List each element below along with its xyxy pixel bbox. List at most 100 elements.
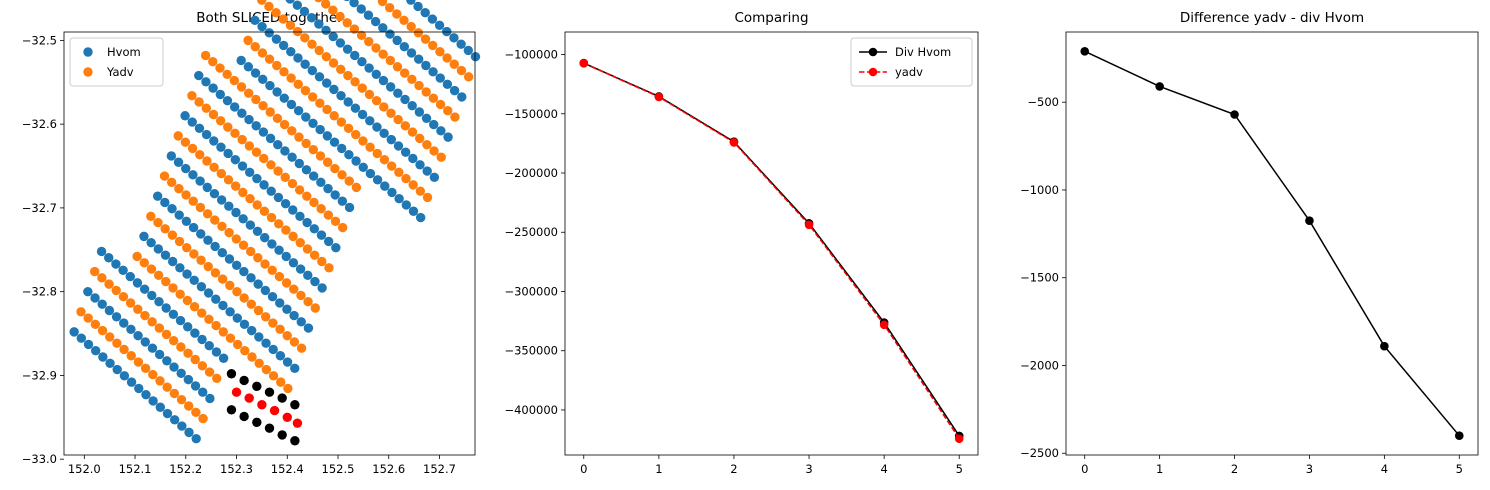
scatter-point-yadv <box>211 320 221 331</box>
scatter-point-yadv <box>300 85 311 96</box>
scatter-point-hvom <box>407 101 417 111</box>
scatter-point-hvom <box>365 168 376 179</box>
x-tick-label: 1 <box>1156 462 1163 476</box>
scatter-point-yadv <box>279 67 289 77</box>
x-tick-label: 1 <box>655 462 662 476</box>
scatter-point-yadv <box>415 186 426 196</box>
scatter-point-hvom <box>370 16 381 27</box>
scatter-point-yadv <box>139 258 149 268</box>
scatter-point-yadv <box>188 196 198 206</box>
scatter-point-yadv <box>208 57 218 67</box>
y-tick-label: −100000 <box>504 48 558 62</box>
scatter-point-hvom <box>162 408 173 419</box>
scatter-point-yadv <box>162 382 172 392</box>
scatter-point-hvom <box>290 363 300 374</box>
scatter-point-hvom <box>162 356 172 366</box>
scatter-point-yadv <box>281 225 291 235</box>
scatter-point-hvom <box>245 220 256 230</box>
scatter-point-yadv <box>393 114 403 125</box>
scatter-point-yadv <box>189 302 200 312</box>
scatter-point-yadv <box>463 72 474 82</box>
scatter-point-hvom <box>421 60 431 71</box>
scatter-point-hvom <box>148 396 158 406</box>
scatter-point-hvom <box>218 300 228 311</box>
scatter-point-hvom <box>406 0 416 5</box>
scatter-point-yadv <box>350 77 360 87</box>
scatter-point-yadv <box>407 127 418 137</box>
scatter-point-yadv <box>344 176 354 186</box>
scatter-point-hvom <box>216 195 227 205</box>
scatter-point-hvom <box>286 99 297 110</box>
legend-label: Yadv <box>106 65 134 79</box>
scatter-point-yadv <box>237 134 247 145</box>
scatter-point-hvom <box>105 358 115 368</box>
scatter-point-yadv <box>217 274 228 284</box>
scatter-point-yadv <box>302 191 312 201</box>
scatter-point-hvom <box>181 163 191 174</box>
scatter-point-yadv <box>320 0 331 9</box>
scatter-point-hvom <box>415 212 426 223</box>
scatter-point-hvom <box>342 44 353 54</box>
scatter-point-yadv <box>336 117 347 127</box>
scatter-point-hvom <box>90 346 101 356</box>
scatter-point-yadv <box>224 227 234 238</box>
scatter-point-yadv <box>315 151 326 161</box>
scatter-point-yadv <box>225 280 235 291</box>
x-tick-label: 152.2 <box>169 462 202 476</box>
scatter-point-hvom <box>363 10 374 20</box>
scatter-point-hvom <box>211 294 221 304</box>
scatter-point-hvom <box>260 285 271 296</box>
scatter-point-yadv <box>265 107 275 117</box>
scatter-point-yadv <box>183 348 193 358</box>
scatter-point-hvom <box>463 45 474 56</box>
scatter-point-hvom <box>160 197 170 208</box>
scatter-point-hvom <box>427 14 438 24</box>
scatter-point-hvom <box>238 214 248 224</box>
scatter-point-hvom <box>385 29 395 39</box>
scatter-point-yadv <box>97 273 107 283</box>
scatter-point-yadv <box>244 141 255 151</box>
x-tick-label: 2 <box>730 462 737 476</box>
scatter-point-hvom <box>306 13 317 23</box>
scatter-point-hvom <box>126 377 137 387</box>
scatter-point-yadv <box>420 34 431 44</box>
scatter-point-hvom <box>243 62 254 72</box>
scatter-point-hvom <box>258 127 269 137</box>
scatter-point-hvom <box>154 297 164 307</box>
scatter-point-hvom <box>272 87 282 97</box>
legend-box <box>69 37 164 87</box>
scatter-point-hvom <box>392 35 402 46</box>
scatter-point-hvom <box>111 259 121 269</box>
series-point-1 <box>804 220 814 230</box>
scatter-point-yadv <box>196 255 206 265</box>
scatter-point-yadv <box>384 3 395 13</box>
scatter-point-yadv <box>183 401 194 411</box>
scatter-point-hvom <box>188 170 198 180</box>
scatter-point-yadv <box>310 303 320 313</box>
scatter-point-yadv <box>275 324 285 335</box>
scatter-point-hvom <box>378 23 388 33</box>
scatter-point-hvom <box>273 139 283 150</box>
scatter-point-yadv <box>392 62 403 72</box>
scatter-point-hvom <box>285 0 295 4</box>
scatter-point-yadv <box>238 187 248 198</box>
scatter-point-hvom <box>119 371 130 381</box>
highlight-point <box>226 369 237 379</box>
scatter-point-hvom <box>457 92 467 102</box>
scatter-point-yadv <box>289 284 299 294</box>
scatter-point-hvom <box>329 137 340 147</box>
scatter-point-yadv <box>259 153 269 164</box>
series-point-0 <box>1380 341 1389 351</box>
scatter-point-yadv <box>133 357 144 367</box>
scatter-point-yadv <box>282 330 292 341</box>
scatter-point-hvom <box>268 344 278 355</box>
scatter-point-yadv <box>456 65 467 76</box>
scatter-point-hvom <box>322 131 333 141</box>
scatter-point-hvom <box>364 63 374 73</box>
scatter-point-hvom <box>264 28 274 38</box>
scatter-point-yadv <box>251 147 262 157</box>
x-tick-label: 152.5 <box>322 462 355 476</box>
scatter-point-hvom <box>167 204 177 214</box>
scatter-point-hvom <box>175 263 185 273</box>
scatter-point-hvom <box>337 196 348 206</box>
